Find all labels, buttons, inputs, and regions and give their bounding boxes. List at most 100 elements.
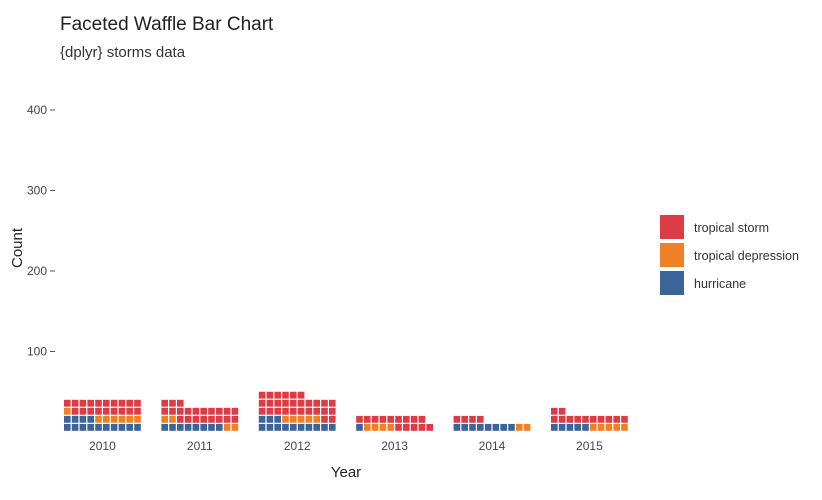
legend-swatch — [660, 271, 684, 295]
waffle-cell — [231, 407, 239, 415]
waffle-cell — [329, 399, 336, 407]
waffle-cell — [118, 399, 126, 407]
waffle-cell — [364, 415, 371, 423]
waffle-cell — [313, 399, 320, 407]
waffle-cell — [87, 423, 94, 431]
waffle-cell — [169, 423, 176, 431]
waffle-cell — [216, 423, 223, 431]
waffle-cell — [200, 423, 207, 431]
waffle-cell — [305, 423, 313, 431]
waffle-cell — [297, 399, 305, 407]
waffle-cell — [177, 399, 184, 407]
waffle-cell — [418, 415, 426, 423]
waffle-cell — [574, 415, 581, 423]
waffle-cell — [161, 399, 168, 407]
waffle-cell — [426, 423, 433, 431]
waffle-cell — [305, 399, 313, 407]
waffle-cell — [126, 423, 133, 431]
waffle-cell — [282, 399, 289, 407]
waffle-cell — [258, 391, 266, 399]
x-tick-label: 2012 — [284, 439, 311, 453]
waffle-cell — [200, 415, 207, 423]
waffle-cell — [305, 407, 313, 415]
waffle-cell — [87, 399, 94, 407]
waffle-cell — [597, 415, 605, 423]
chart-title: Faceted Waffle Bar Chart — [60, 14, 274, 35]
waffle-cell — [258, 407, 266, 415]
waffle-cell — [574, 423, 581, 431]
waffle-cell — [461, 415, 468, 423]
waffle-cell — [469, 423, 476, 431]
waffle-cell — [371, 423, 379, 431]
waffle-cell — [64, 423, 71, 431]
y-tick-label: 100 — [27, 345, 47, 359]
waffle-cell — [329, 407, 336, 415]
waffle-cell — [79, 415, 87, 423]
waffle-cell — [184, 423, 192, 431]
waffle-cell — [184, 415, 192, 423]
waffle-cell — [321, 407, 328, 415]
waffle-cell — [410, 423, 418, 431]
waffle-cell — [356, 423, 363, 431]
y-tick-label: 400 — [27, 103, 47, 117]
waffle-cell — [266, 391, 274, 399]
waffle-cell — [258, 399, 266, 407]
waffle-cell — [161, 415, 168, 423]
waffle-cell — [290, 399, 297, 407]
legend-label: tropical storm — [694, 221, 769, 235]
waffle-cell — [621, 423, 628, 431]
waffle-cell — [523, 423, 531, 431]
waffle-cell — [590, 423, 597, 431]
waffle-cell — [582, 423, 589, 431]
waffle-cell — [387, 415, 394, 423]
waffle-cell — [290, 423, 297, 431]
waffle-cell — [551, 407, 558, 415]
waffle-cell — [110, 407, 118, 415]
waffle-cell — [597, 423, 605, 431]
waffle-cell — [321, 399, 328, 407]
legend-label: tropical depression — [694, 249, 799, 263]
waffle-cell — [469, 415, 476, 423]
waffle-cell — [79, 407, 87, 415]
waffle-cell — [266, 407, 274, 415]
legend-swatch — [660, 243, 684, 267]
waffle-cell — [329, 415, 336, 423]
waffle-cell — [110, 423, 118, 431]
waffle-cell — [71, 399, 79, 407]
waffle-cell — [126, 415, 133, 423]
x-tick-label: 2013 — [381, 439, 408, 453]
waffle-cell — [477, 423, 484, 431]
waffle-cell — [79, 399, 87, 407]
waffle-cell — [590, 415, 597, 423]
waffle-cell — [605, 423, 613, 431]
waffle-cell — [395, 423, 402, 431]
waffle-cell — [605, 415, 613, 423]
waffle-cell — [192, 423, 200, 431]
waffle-cell — [274, 423, 281, 431]
waffle-cell — [297, 407, 305, 415]
waffle-cell — [282, 391, 289, 399]
waffle-cell — [64, 407, 71, 415]
waffle-cell — [290, 407, 297, 415]
waffle-cell — [410, 415, 418, 423]
legend-label: hurricane — [694, 277, 746, 291]
waffle-cell — [223, 423, 231, 431]
waffle-cell — [169, 415, 176, 423]
x-tick-label: 2014 — [479, 439, 506, 453]
waffle-cell — [551, 415, 558, 423]
x-tick-label: 2011 — [187, 439, 213, 453]
waffle-cell — [161, 407, 168, 415]
waffle-cell — [403, 423, 410, 431]
waffle-cell — [613, 415, 620, 423]
waffle-cell — [484, 423, 492, 431]
waffle-cell — [71, 415, 79, 423]
waffle-cell — [95, 407, 102, 415]
waffle-cell — [364, 423, 371, 431]
waffle-cell — [79, 423, 87, 431]
waffle-cell — [508, 423, 515, 431]
x-axis-title: Year — [331, 464, 361, 481]
waffle-cell — [177, 415, 184, 423]
waffle-cell — [64, 399, 71, 407]
